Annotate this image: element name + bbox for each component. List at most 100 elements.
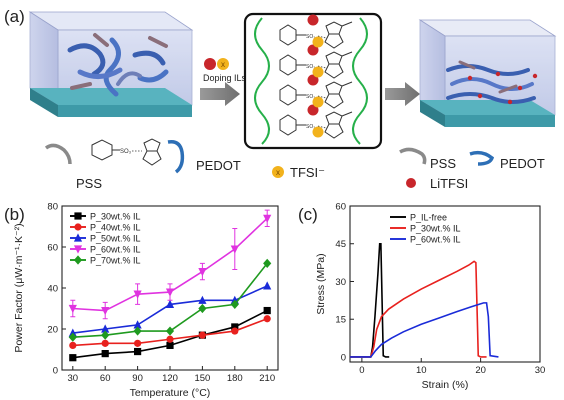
legend-marker bbox=[73, 245, 83, 254]
data-point bbox=[263, 315, 271, 323]
data-point bbox=[198, 303, 207, 314]
y-tick-label: 15 bbox=[335, 315, 346, 326]
tfsi-symbol: x bbox=[276, 168, 280, 177]
panel-a-label: (a) bbox=[4, 7, 25, 26]
x-tick-label: 90 bbox=[132, 373, 143, 384]
data-point bbox=[101, 330, 110, 340]
legend-marker bbox=[74, 212, 82, 220]
x-tick-label: 30 bbox=[535, 365, 546, 376]
data-point bbox=[166, 335, 174, 343]
anion-symbol: x bbox=[221, 60, 225, 69]
data-point bbox=[165, 288, 175, 297]
tangled-chains bbox=[67, 33, 169, 97]
y-tick-label: 20 bbox=[47, 324, 58, 335]
series-1 bbox=[350, 260, 487, 358]
panel-b-label: (b) bbox=[4, 205, 25, 224]
data-point bbox=[231, 327, 239, 335]
data-point bbox=[101, 339, 109, 347]
data-point bbox=[263, 281, 272, 290]
pedot-label-right: PEDOT bbox=[500, 156, 545, 171]
data-point bbox=[165, 299, 175, 308]
chart-c: 0 10 20 30 0 15 30 45 60 Strain (%) Stress (MPa) P_… bbox=[315, 201, 545, 391]
series-3 bbox=[68, 209, 272, 320]
legend-entry: P_40wt.% IL bbox=[90, 222, 141, 232]
y-tick-label: 40 bbox=[47, 283, 58, 294]
data-point bbox=[230, 245, 239, 254]
x-tick-label: 150 bbox=[194, 373, 210, 384]
data-point bbox=[133, 326, 142, 336]
x-tick-label: 210 bbox=[259, 373, 275, 384]
series-4 bbox=[68, 258, 272, 342]
series-1 bbox=[69, 315, 271, 349]
data-point bbox=[263, 258, 272, 268]
so3-text: SO₃ bbox=[120, 149, 132, 155]
so3-label: SO₃ bbox=[306, 34, 315, 40]
x-tick-label: 30 bbox=[68, 373, 79, 384]
x-tick-label: 10 bbox=[416, 365, 427, 376]
data-point bbox=[263, 306, 271, 315]
panel-c-label: (c) bbox=[298, 205, 318, 224]
doping-label: Doping ILs bbox=[203, 73, 247, 83]
y-axis-label: Stress (MPa) bbox=[315, 253, 327, 314]
legend: P_30wt.% ILP_40wt.% ILP_50wt.% ILP_60wt.… bbox=[70, 211, 141, 265]
doped-film-cube bbox=[418, 19, 557, 127]
chart-b: 30 60 90 120 150 180 210 0 20 40 60 80 Temperature (… bbox=[13, 201, 279, 399]
data-point bbox=[263, 214, 272, 223]
data-point bbox=[230, 299, 239, 309]
legend-marker bbox=[73, 255, 83, 265]
data-point bbox=[198, 295, 207, 304]
data-point bbox=[69, 354, 77, 362]
legend-marker bbox=[73, 233, 83, 242]
legend-entry: P_70wt.% IL bbox=[90, 255, 141, 265]
legend-tfsi: x TFSI⁻ bbox=[272, 165, 325, 180]
doping-arrow: x Doping ILs bbox=[200, 58, 247, 106]
y-tick-label: 60 bbox=[335, 201, 346, 212]
data-point bbox=[231, 323, 239, 331]
x-axis-label: Temperature (°C) bbox=[130, 387, 211, 399]
data-point bbox=[69, 341, 77, 349]
panel-b: (b) 30 60 90 120 150 180 210 0 20 40 60 80 Temperatu… bbox=[4, 201, 279, 399]
legend-pss-pedot-left: SO₃ PSS PEDOT bbox=[44, 138, 241, 191]
data-point bbox=[165, 326, 175, 336]
x-tick-label: 120 bbox=[162, 373, 178, 384]
data-point bbox=[101, 324, 110, 333]
legend-entry: P_IL-free bbox=[410, 212, 447, 222]
data-point bbox=[101, 350, 109, 358]
pristine-film-cube bbox=[28, 11, 194, 117]
series-line bbox=[350, 302, 499, 358]
data-point bbox=[133, 320, 142, 329]
data-point bbox=[68, 304, 77, 314]
data-point bbox=[101, 306, 110, 316]
x-tick-label: 20 bbox=[475, 365, 486, 376]
pss-label: PSS bbox=[76, 176, 102, 191]
y-tick-label: 0 bbox=[53, 365, 58, 376]
series-2 bbox=[350, 302, 499, 358]
right-arrow-icon bbox=[200, 82, 240, 106]
series-line bbox=[350, 242, 390, 358]
data-point bbox=[198, 331, 206, 339]
panel-a: (a) x Dopi bbox=[4, 7, 557, 191]
y-tick-label: 0 bbox=[341, 352, 346, 363]
y-axis-label: Power Factor (μW·m⁻¹·K⁻²) bbox=[13, 223, 25, 352]
x-tick-label: 60 bbox=[100, 373, 111, 384]
legend-marker bbox=[74, 223, 82, 231]
ion-markers bbox=[307, 14, 324, 138]
data-point bbox=[68, 332, 77, 342]
pss-label-right: PSS bbox=[430, 156, 456, 171]
y-tick-label: 60 bbox=[47, 242, 58, 253]
y-tick-label: 30 bbox=[335, 277, 346, 288]
y-tick-label: 45 bbox=[335, 239, 346, 250]
litfsi-icon bbox=[406, 178, 416, 188]
x-tick-label: 180 bbox=[227, 373, 243, 384]
x-tick-label: 0 bbox=[359, 365, 364, 376]
legend-entry: P_30wt.% IL bbox=[90, 211, 141, 221]
data-point bbox=[166, 341, 174, 349]
y-tick-label: 80 bbox=[47, 201, 58, 212]
pedot-label: PEDOT bbox=[196, 158, 241, 173]
series-0 bbox=[350, 242, 390, 358]
data-point bbox=[198, 268, 207, 277]
legend-entry: P_60wt.% IL bbox=[410, 234, 461, 244]
series-line bbox=[350, 260, 487, 358]
